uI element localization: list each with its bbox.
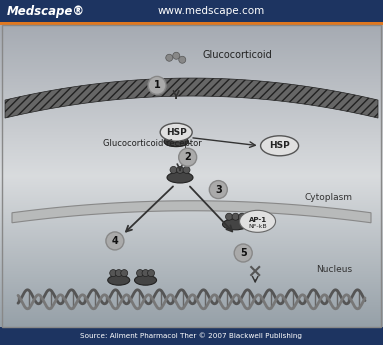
Text: 4: 4	[111, 236, 118, 246]
Text: HSP: HSP	[269, 141, 290, 150]
Circle shape	[148, 76, 166, 95]
Text: HSP: HSP	[166, 128, 187, 137]
Circle shape	[110, 269, 117, 277]
Text: Glucocorticoid: Glucocorticoid	[203, 50, 272, 60]
Bar	[2, 25, 381, 327]
Circle shape	[121, 269, 128, 277]
Ellipse shape	[167, 172, 193, 183]
Circle shape	[179, 56, 186, 63]
Ellipse shape	[160, 123, 192, 141]
Circle shape	[115, 269, 122, 277]
Circle shape	[210, 180, 227, 199]
Ellipse shape	[239, 210, 275, 232]
Text: 5: 5	[240, 248, 247, 258]
Circle shape	[147, 269, 154, 277]
Ellipse shape	[134, 275, 157, 285]
Text: NF-kB: NF-kB	[248, 224, 267, 229]
Circle shape	[137, 269, 144, 277]
Text: Cytoplasm: Cytoplasm	[304, 193, 352, 201]
Circle shape	[239, 213, 246, 220]
Circle shape	[179, 148, 196, 166]
Text: www.medscape.com: www.medscape.com	[158, 6, 265, 16]
Text: Source: Aliment Pharmacol Ther © 2007 Blackwell Publishing: Source: Aliment Pharmacol Ther © 2007 Bl…	[80, 333, 303, 339]
Ellipse shape	[260, 136, 299, 156]
Ellipse shape	[164, 137, 188, 147]
Circle shape	[170, 166, 177, 174]
Ellipse shape	[223, 219, 249, 230]
Text: AP-1: AP-1	[249, 217, 267, 223]
Circle shape	[173, 52, 180, 59]
Text: Nucleus: Nucleus	[316, 265, 352, 274]
Text: Glucocorticoid receptor: Glucocorticoid receptor	[103, 139, 202, 148]
Text: 1: 1	[154, 80, 160, 90]
Text: 2: 2	[184, 152, 191, 162]
Circle shape	[234, 244, 252, 262]
Bar	[0, 327, 383, 345]
Polygon shape	[5, 78, 378, 118]
Text: 3: 3	[215, 185, 222, 195]
Ellipse shape	[164, 137, 188, 147]
Bar	[0, 0, 383, 22]
Circle shape	[232, 213, 239, 220]
Circle shape	[226, 213, 232, 220]
Circle shape	[142, 269, 149, 277]
Circle shape	[166, 54, 173, 61]
Circle shape	[177, 166, 183, 174]
Circle shape	[183, 166, 190, 174]
Polygon shape	[12, 201, 371, 223]
Bar	[0, 22, 383, 25]
Ellipse shape	[108, 275, 130, 285]
Circle shape	[106, 232, 124, 250]
Text: Medscape®: Medscape®	[7, 4, 85, 18]
